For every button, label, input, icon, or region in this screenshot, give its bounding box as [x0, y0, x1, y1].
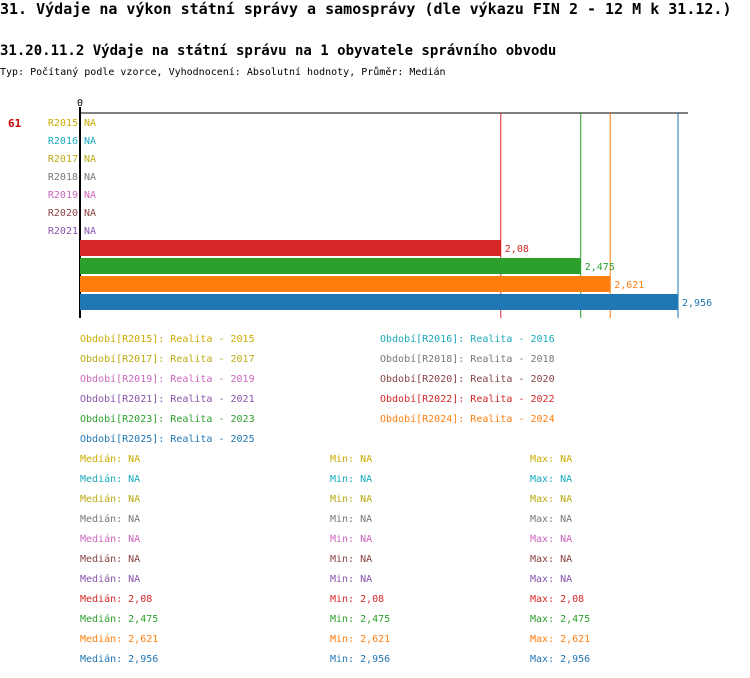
value-label: NA: [84, 190, 96, 201]
value-label: NA: [84, 208, 96, 219]
stat-max: Max: NA: [530, 574, 573, 585]
stat-median: Medián: NA: [80, 514, 141, 525]
category-label: R2024: [48, 280, 78, 291]
stat-min: Min: NA: [330, 574, 373, 585]
stat-max: Max: NA: [530, 494, 573, 505]
category-label: R2018: [48, 172, 78, 183]
category-label: R2021: [48, 226, 78, 237]
stat-min: Min: NA: [330, 554, 373, 565]
legend-period: Období[R2016]: Realita - 2016: [380, 334, 555, 345]
value-label: NA: [84, 226, 96, 237]
legend-period: Období[R2025]: Realita - 2025: [80, 434, 255, 445]
stat-max: Max: NA: [530, 474, 573, 485]
legend-period: Období[R2022]: Realita - 2022: [380, 394, 555, 405]
stat-max: Max: NA: [530, 514, 573, 525]
stat-max: Max: 2,956: [530, 654, 591, 665]
category-label: R2025: [48, 298, 78, 309]
category-label: R2022: [48, 244, 78, 255]
stat-min: Min: 2,08: [330, 594, 385, 605]
value-label: NA: [84, 172, 96, 183]
stat-median: Medián: NA: [80, 574, 141, 585]
value-label: NA: [84, 118, 96, 129]
legend-period: Období[R2023]: Realita - 2023: [80, 414, 255, 425]
category-label: R2020: [48, 208, 78, 219]
value-label: NA: [84, 154, 96, 165]
chart-title: 31.20.11.2 Výdaje na státní správu na 1 …: [0, 43, 557, 59]
stat-min: Min: NA: [330, 454, 373, 465]
bar: [80, 276, 611, 292]
category-label: R2019: [48, 190, 78, 201]
stat-median: Medián: NA: [80, 474, 141, 485]
stat-median: Medián: NA: [80, 534, 141, 545]
stat-min: Min: NA: [330, 474, 373, 485]
group-label: 61: [8, 117, 22, 130]
legend-period: Období[R2020]: Realita - 2020: [380, 374, 555, 385]
stat-min: Min: NA: [330, 534, 373, 545]
value-label: 2,08: [505, 244, 529, 255]
stat-median: Medián: 2,475: [80, 614, 159, 625]
value-label: 2,956: [682, 298, 712, 309]
bar: [80, 294, 678, 310]
axis-zero-label: 0: [77, 98, 83, 109]
value-label: 2,475: [585, 262, 615, 273]
stat-min: Min: NA: [330, 514, 373, 525]
legend-period: Období[R2024]: Realita - 2024: [380, 414, 555, 425]
stat-min: Min: 2,956: [330, 654, 391, 665]
value-label: 2,621: [614, 280, 644, 291]
legend-period: Období[R2017]: Realita - 2017: [80, 354, 255, 365]
stat-median: Medián: 2,956: [80, 654, 159, 665]
category-label: R2016: [48, 136, 78, 147]
legend-period: Období[R2019]: Realita - 2019: [80, 374, 255, 385]
category-label: R2023: [48, 262, 78, 273]
bar: [80, 258, 581, 274]
stat-median: Medián: 2,08: [80, 594, 153, 605]
stat-median: Medián: NA: [80, 494, 141, 505]
stat-max: Max: NA: [530, 454, 573, 465]
stat-max: Max: NA: [530, 534, 573, 545]
stat-max: Max: NA: [530, 554, 573, 565]
stat-max: Max: 2,475: [530, 614, 591, 625]
stat-median: Medián: NA: [80, 454, 141, 465]
stat-min: Min: 2,475: [330, 614, 391, 625]
stat-min: Min: NA: [330, 494, 373, 505]
stat-min: Min: 2,621: [330, 634, 391, 645]
legend-period: Období[R2021]: Realita - 2021: [80, 394, 255, 405]
value-label: NA: [84, 136, 96, 147]
stat-max: Max: 2,08: [530, 594, 585, 605]
stat-median: Medián: 2,621: [80, 634, 159, 645]
page-title: 31. Výdaje na výkon státní správy a samo…: [0, 0, 732, 18]
legend-period: Období[R2015]: Realita - 2015: [80, 334, 255, 345]
legend-period: Období[R2018]: Realita - 2018: [380, 354, 555, 365]
stat-median: Medián: NA: [80, 554, 141, 565]
category-label: R2015: [48, 118, 78, 129]
category-label: R2017: [48, 154, 78, 165]
stat-max: Max: 2,621: [530, 634, 591, 645]
bar: [80, 240, 501, 256]
chart-meta: Typ: Počítaný podle vzorce, Vyhodnocení:…: [0, 67, 446, 78]
